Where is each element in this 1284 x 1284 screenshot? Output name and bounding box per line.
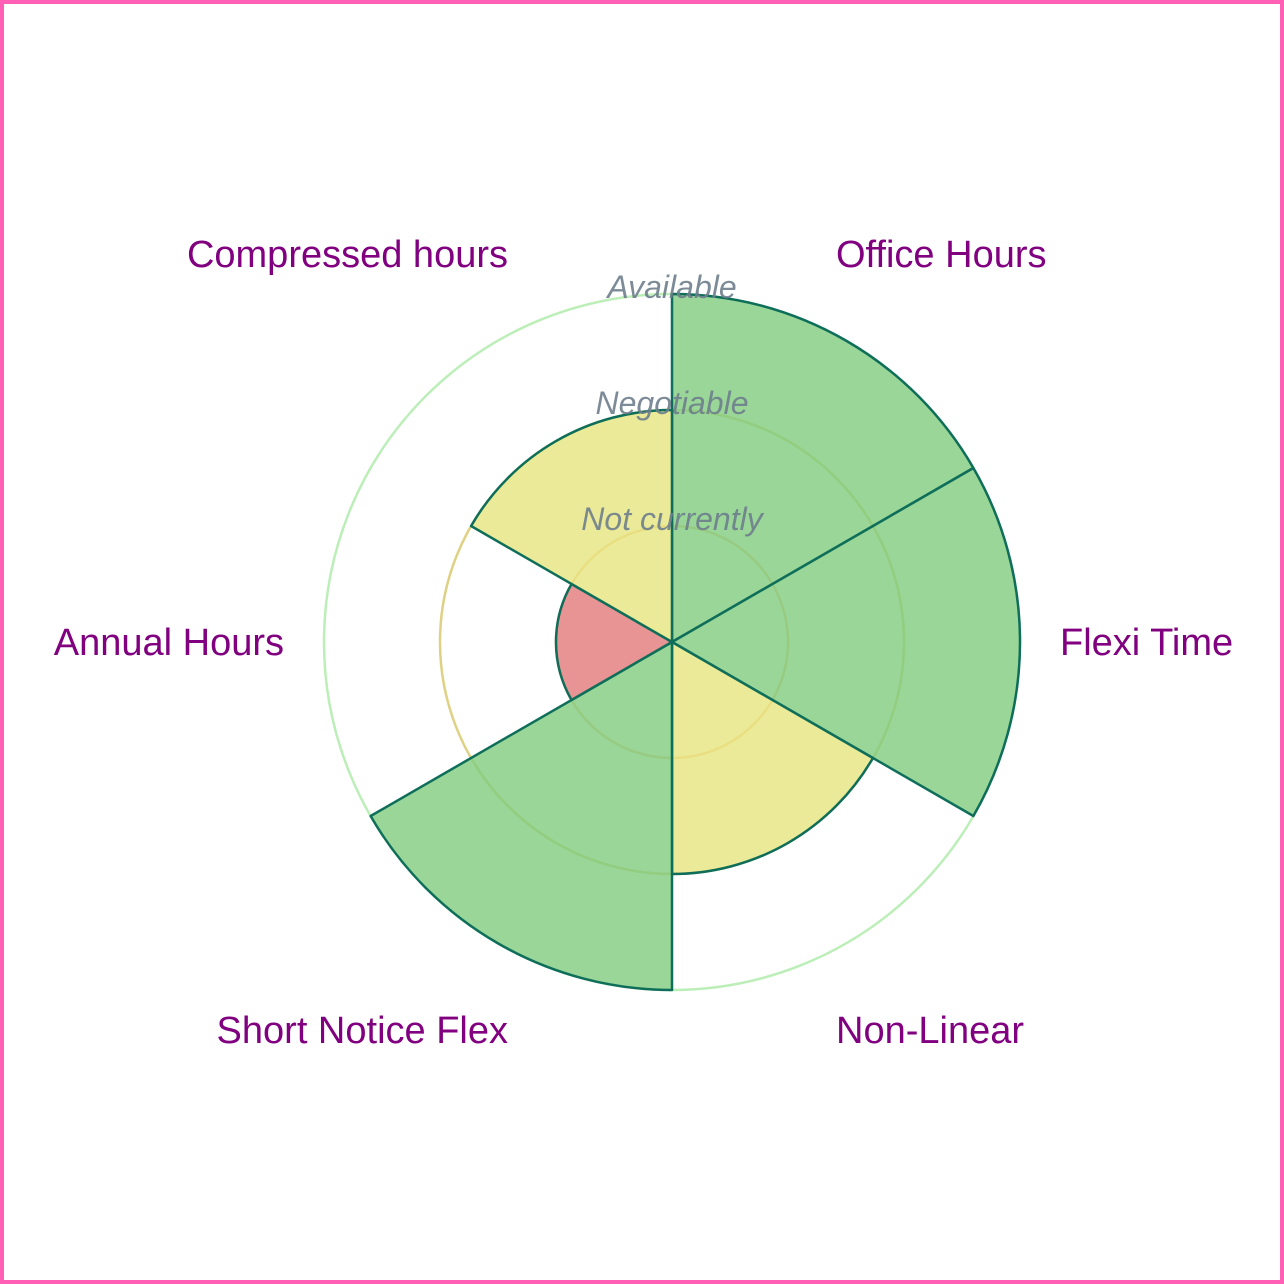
category-label-short-notice-flex: Short Notice Flex [217, 1010, 508, 1052]
sectors [369, 292, 1022, 992]
category-label-compressed-hours: Compressed hours [187, 234, 508, 276]
level-label-negotiable: Negotiable [596, 385, 749, 421]
category-label-office-hours: Office Hours [836, 234, 1046, 276]
level-labels: Not currently Negotiable Available [581, 269, 764, 537]
category-label-annual-hours: Annual Hours [54, 622, 284, 664]
sector-office-hours [670, 292, 975, 644]
level-label-available: Available [605, 269, 736, 305]
category-labels: Office Hours Flexi Time Non-Linear Short… [54, 234, 1233, 1052]
sector-compressed-hours [469, 408, 674, 644]
sector-short-notice-flex [369, 640, 674, 992]
category-label-flexi-time: Flexi Time [1060, 622, 1233, 664]
sector-annual-hours [554, 582, 674, 702]
level-label-not-currently: Not currently [581, 501, 764, 537]
sector-flexi-time [670, 466, 1022, 818]
category-label-non-linear: Non-Linear [836, 1010, 1024, 1052]
sector-non-linear [670, 640, 875, 876]
